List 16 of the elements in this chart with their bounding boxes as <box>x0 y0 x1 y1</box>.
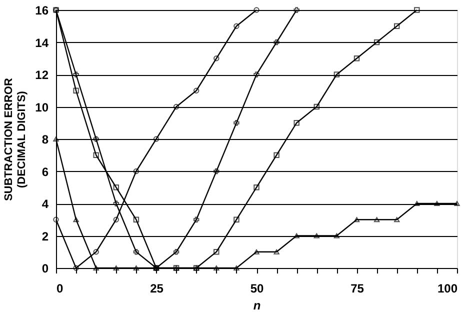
y-axis-title: SUBTRACTION ERROR (DECIMAL DIGITS) <box>3 78 28 201</box>
y-tick-label: 0 <box>42 262 49 276</box>
y-tick-label: 4 <box>42 197 49 211</box>
x-axis-title: n <box>253 298 261 312</box>
y-tick-label: 16 <box>35 4 49 18</box>
y-tick-label: 8 <box>42 132 49 146</box>
y-tick-label: 14 <box>35 36 49 50</box>
x-tick-label: 50 <box>250 282 264 296</box>
y-tick-label: 10 <box>35 100 49 114</box>
y-tick-label: 2 <box>42 229 49 244</box>
y-tick-label: 12 <box>35 68 49 82</box>
x-tick-label: 100 <box>437 282 458 296</box>
x-tick-label: 25 <box>150 282 164 296</box>
x-tick-label: 75 <box>350 282 364 296</box>
y-tick-label: 6 <box>42 164 49 179</box>
x-tick-label: 0 <box>56 282 64 296</box>
